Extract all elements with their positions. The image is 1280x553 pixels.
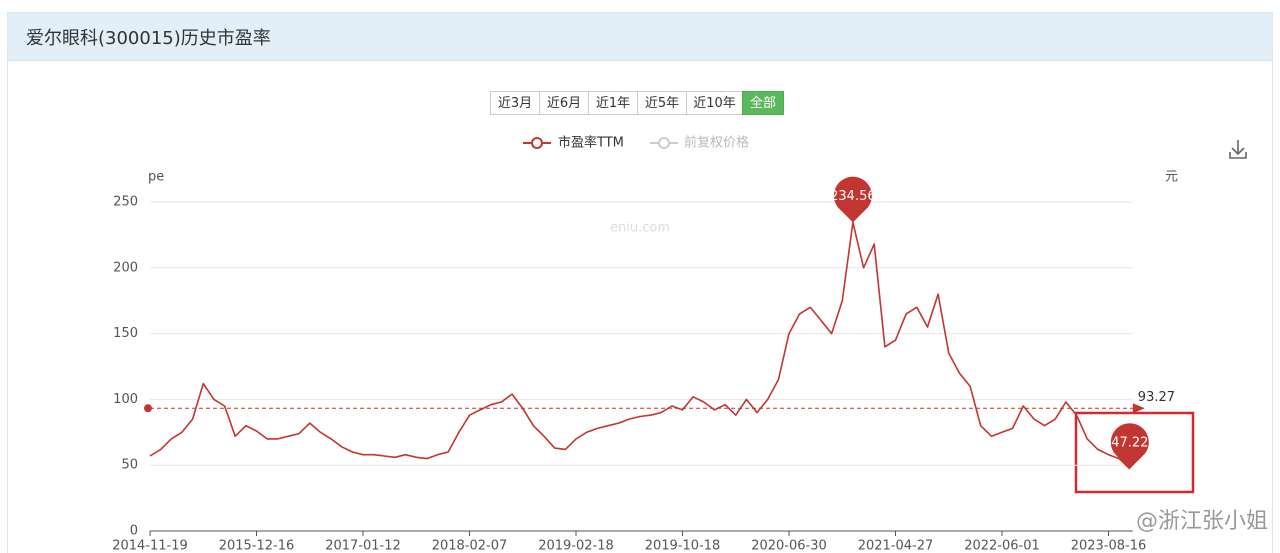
y-tick-label: 150 <box>113 326 138 341</box>
legend-item[interactable]: 前复权价格 <box>650 135 749 151</box>
legend-label: 市盈率TTM <box>558 135 624 151</box>
watermark: eniu.com <box>610 221 670 236</box>
download-icon[interactable] <box>1229 140 1247 159</box>
range-buttons: 近3月 近6月 近1年 近5年 近10年 全部 <box>490 91 784 115</box>
x-tick-label: 2019-02-18 <box>538 539 614 551</box>
y-tick-label: 0 <box>130 524 138 539</box>
range-button[interactable]: 近6月 <box>539 91 589 115</box>
legend-label: 前复权价格 <box>684 135 749 151</box>
y-tick-label: 250 <box>113 195 138 210</box>
last-pin <box>1110 423 1149 469</box>
range-button[interactable]: 全部 <box>742 91 784 115</box>
y-tick-label: 50 <box>121 458 138 473</box>
range-button[interactable]: 近5年 <box>637 91 687 115</box>
last-pin-label: 47.22 <box>1111 435 1148 450</box>
watermark: @浙江张小姐 <box>1136 509 1268 534</box>
y-tick-label: 100 <box>113 392 138 407</box>
average-arrow <box>1132 403 1145 414</box>
x-tick-label: 2020-06-30 <box>751 539 827 551</box>
x-tick-label: 2015-12-16 <box>219 539 295 551</box>
y2-axis-name: 元 <box>1165 170 1178 185</box>
average-start <box>144 404 152 413</box>
legend-item[interactable]: 市盈率TTM <box>523 135 624 151</box>
panel-header: 爱尔眼科(300015)历史市盈率 <box>8 13 1272 61</box>
pe-line <box>149 221 1131 470</box>
x-tick-label: 2023-08-16 <box>1071 539 1147 551</box>
y-axis-name: pe <box>148 170 164 185</box>
panel: 爱尔眼科(300015)历史市盈率 <box>7 12 1273 553</box>
x-tick-label: 2021-04-27 <box>858 539 934 551</box>
max-pin-label: 234.56 <box>830 189 876 204</box>
range-button[interactable]: 近1年 <box>588 91 638 115</box>
max-pin <box>833 176 872 223</box>
range-button[interactable]: 近10年 <box>686 91 743 115</box>
panel-title: 爱尔眼科(300015)历史市盈率 <box>26 28 271 49</box>
legend-marker <box>531 137 543 149</box>
highlight-box <box>1074 411 1195 494</box>
average-label: 93.27 <box>1138 390 1175 405</box>
x-tick-label: 2019-10-18 <box>645 539 721 551</box>
x-tick-label: 2022-06-01 <box>964 539 1040 551</box>
x-tick-label: 2018-02-07 <box>432 539 508 551</box>
x-tick-label: 2014-11-19 <box>112 539 188 551</box>
range-button[interactable]: 近3月 <box>490 91 540 115</box>
x-tick-label: 2017-01-12 <box>325 539 401 551</box>
y-tick-label: 200 <box>113 260 138 275</box>
legend-marker <box>658 137 670 149</box>
